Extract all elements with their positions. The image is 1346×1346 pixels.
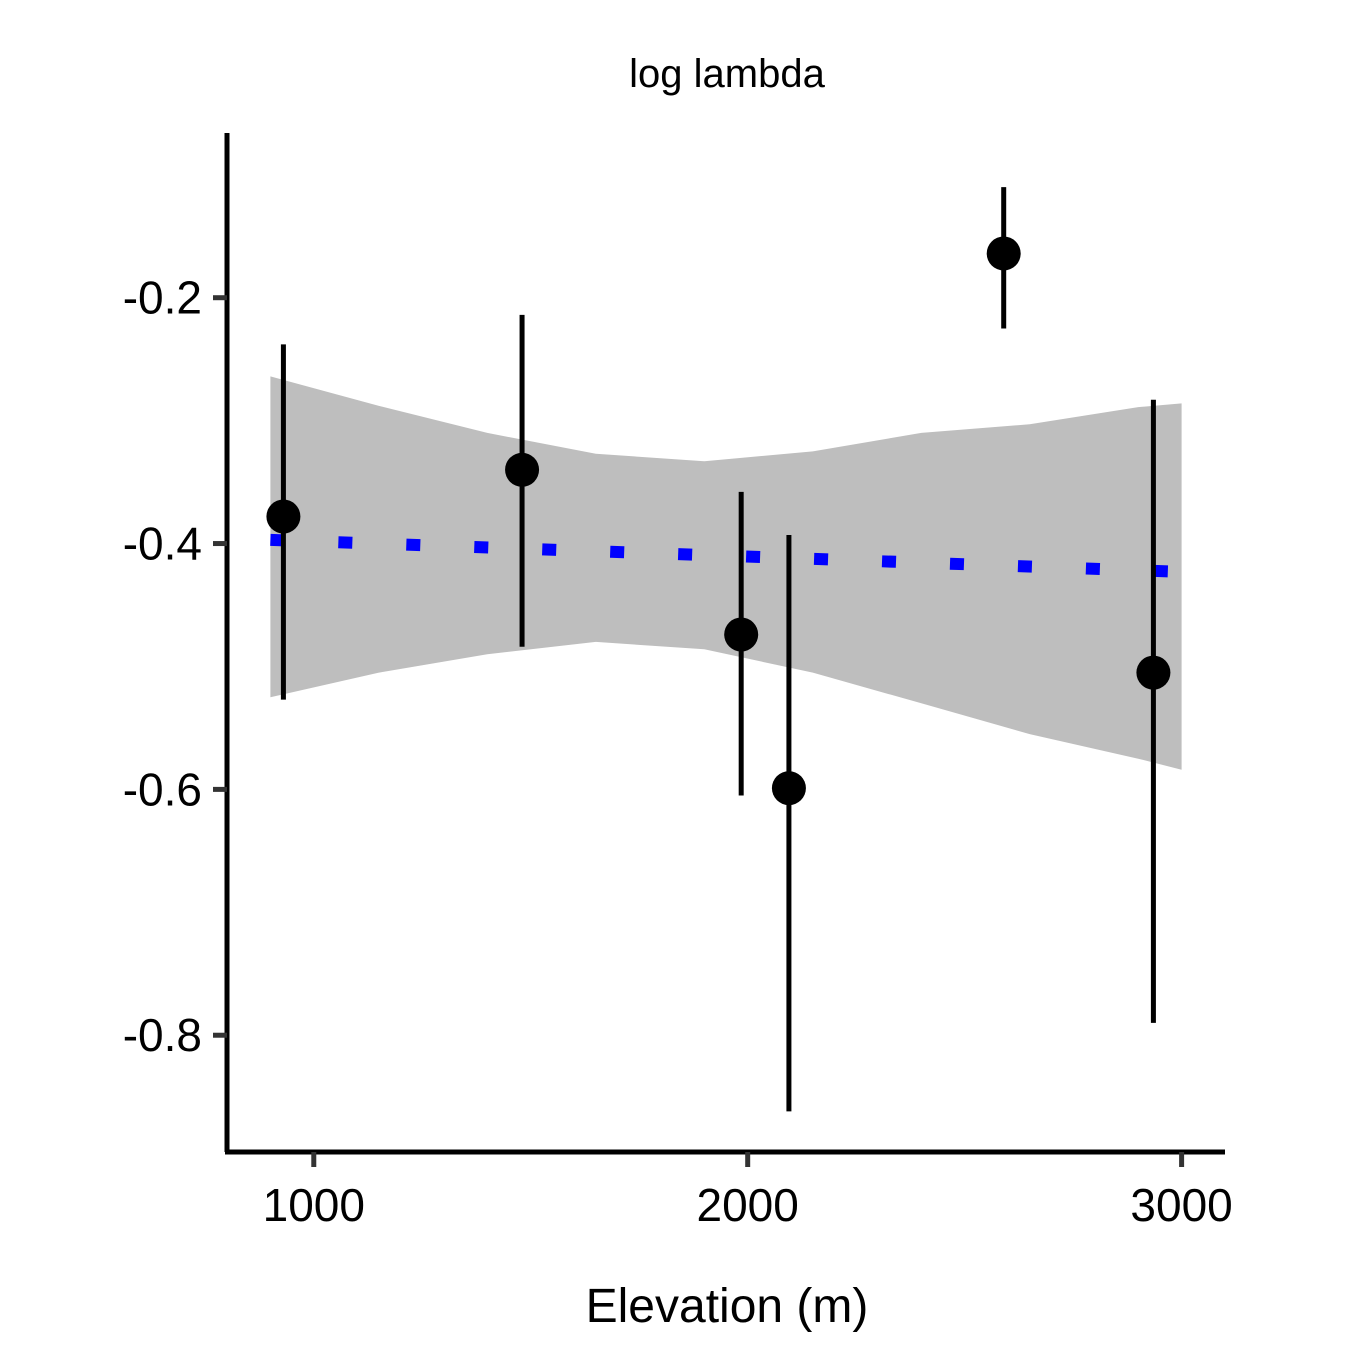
confidence-band	[270, 376, 1182, 770]
data-point-1	[266, 499, 301, 534]
data-point-4	[771, 771, 806, 806]
data-point-5	[986, 236, 1021, 271]
data-point-3	[724, 617, 759, 652]
x-axis-title: Elevation (m)	[586, 1280, 869, 1333]
y-tick-label-3: -0.6	[123, 763, 202, 815]
y-tick-label-1: -0.2	[123, 272, 202, 324]
plot-area: -0.2 -0.4 -0.6 -0.8 1000 2000 3000	[123, 133, 1233, 1231]
x-tick-label-1: 1000	[263, 1179, 365, 1231]
y-tick-label-4: -0.8	[123, 1009, 202, 1061]
x-tick-label-3: 3000	[1130, 1179, 1232, 1231]
data-point-6	[1136, 655, 1171, 690]
chart-title: log lambda	[629, 52, 825, 96]
data-point-2	[505, 452, 540, 487]
trend-line	[270, 533, 1182, 578]
x-tick-label-2: 2000	[697, 1179, 799, 1231]
y-tick-label-2: -0.4	[123, 518, 202, 570]
